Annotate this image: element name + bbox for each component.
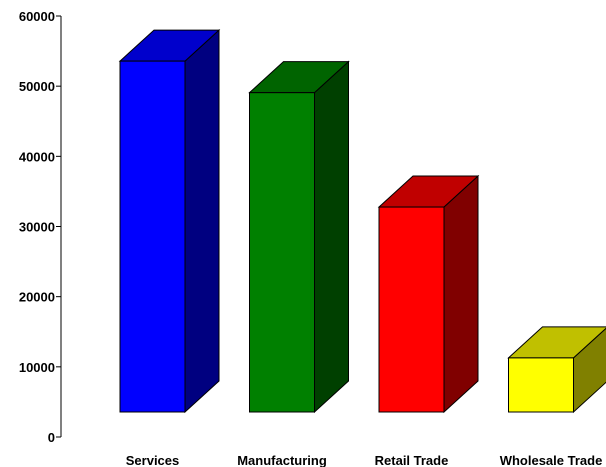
x-tick-label: Services xyxy=(126,453,180,467)
x-tick-label: Wholesale Trade xyxy=(500,453,603,467)
bar-wholesale-trade xyxy=(507,326,606,414)
y-tick-label: 50000 xyxy=(19,79,55,94)
bar-front-face xyxy=(378,206,445,413)
y-tick-label: 60000 xyxy=(19,9,55,24)
y-axis-ticks: 0 10000 20000 30000 40000 50000 60000 xyxy=(19,9,61,445)
bar-retail-trade xyxy=(377,174,480,414)
bar-front-face xyxy=(508,357,574,413)
bar-services xyxy=(118,28,221,414)
bar-side-face xyxy=(314,60,349,414)
bar-front-face xyxy=(249,92,315,413)
bar-side-face xyxy=(184,28,220,414)
y-tick-label: 30000 xyxy=(19,220,55,235)
bar-manufacturing xyxy=(248,60,350,414)
y-tick-label: 0 xyxy=(48,430,55,445)
y-tick-label: 10000 xyxy=(19,360,55,375)
bar-side-face xyxy=(443,174,479,414)
y-tick-label: 40000 xyxy=(19,149,55,164)
x-axis-labels: Services Manufacturing Retail Trade Wholesa… xyxy=(126,453,603,467)
bar-front-face xyxy=(119,60,186,413)
bars xyxy=(118,28,606,414)
x-tick-label: Manufacturing xyxy=(237,453,327,467)
x-tick-label: Retail Trade xyxy=(375,453,449,467)
y-tick-label: 20000 xyxy=(19,290,55,305)
